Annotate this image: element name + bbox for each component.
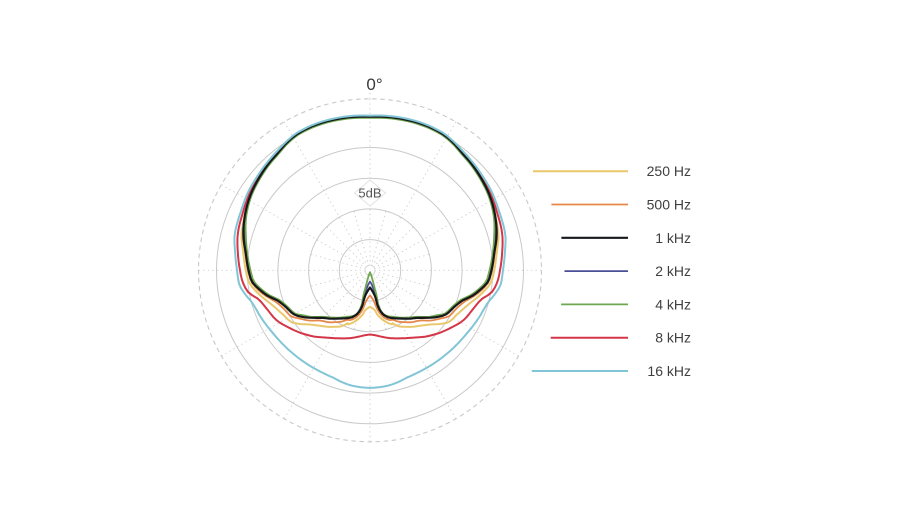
svg-text:250 Hz: 250 Hz (647, 163, 691, 179)
svg-text:4 kHz: 4 kHz (655, 296, 691, 312)
svg-text:8 kHz: 8 kHz (655, 330, 691, 346)
svg-text:2 kHz: 2 kHz (655, 263, 691, 279)
svg-text:0°: 0° (366, 75, 382, 94)
svg-text:1 kHz: 1 kHz (655, 230, 691, 246)
svg-text:16 kHz: 16 kHz (647, 363, 691, 379)
svg-text:5dB: 5dB (358, 186, 381, 201)
svg-text:500 Hz: 500 Hz (647, 197, 691, 213)
